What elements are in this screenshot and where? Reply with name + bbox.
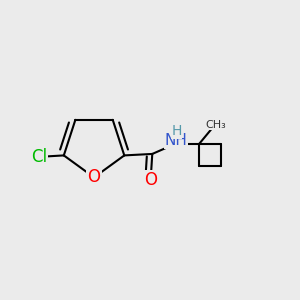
Text: CH₃: CH₃: [206, 120, 226, 130]
Text: O: O: [88, 168, 100, 186]
Text: NH: NH: [164, 133, 187, 148]
Text: H: H: [172, 124, 182, 138]
Text: Cl: Cl: [31, 148, 47, 166]
Text: O: O: [144, 171, 157, 189]
